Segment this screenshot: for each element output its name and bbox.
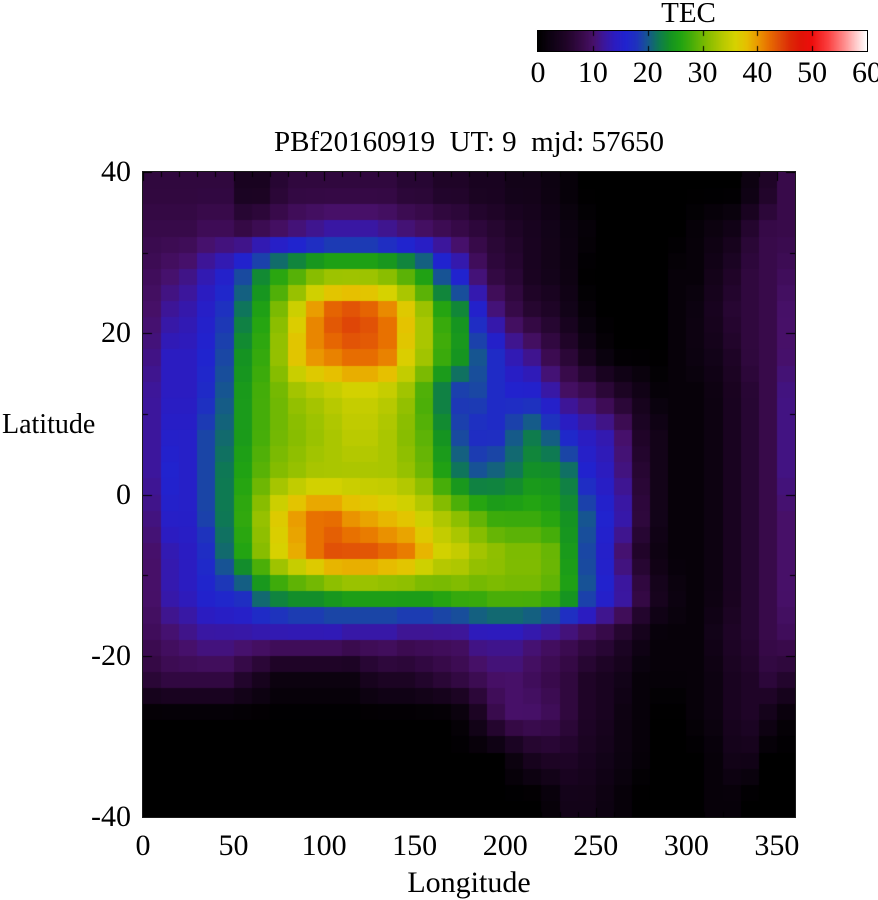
tec-heatmap-canvas [143,172,795,817]
colorbar-tick-label: 20 [632,56,663,89]
y-tick-label: 40 [101,155,131,188]
y-tick-label: 0 [116,477,131,511]
plot-area [142,171,796,818]
colorbar-tick-label: 0 [530,56,546,89]
x-tick-label: 350 [754,829,800,862]
x-tick-label: 150 [392,829,438,862]
y-tick-label: 20 [101,316,131,350]
x-tick-label: 300 [663,829,709,862]
colorbar-tick-label: 40 [742,56,773,89]
colorbar-tick-label: 60 [852,56,878,89]
colorbar-title: TEC [661,0,716,29]
colorbar [537,30,868,52]
y-tick-label: -20 [91,638,131,672]
x-tick-label: 0 [135,829,151,862]
x-tick-label: 250 [573,829,619,862]
x-tick-label: 100 [301,829,347,862]
plot-title: PBf20160919 UT: 9 mjd: 57650 [273,126,665,158]
y-axis-label: Latitude [2,409,96,440]
colorbar-gradient-canvas [538,31,867,51]
x-tick-label: 200 [482,829,528,862]
colorbar-tick-label: 50 [797,56,828,89]
colorbar-tick-label: 10 [577,56,608,89]
y-tick-label: -40 [91,800,131,833]
x-axis-label: Longitude [407,866,531,899]
x-tick-label: 50 [218,829,249,862]
colorbar-tick-label: 30 [687,56,718,89]
